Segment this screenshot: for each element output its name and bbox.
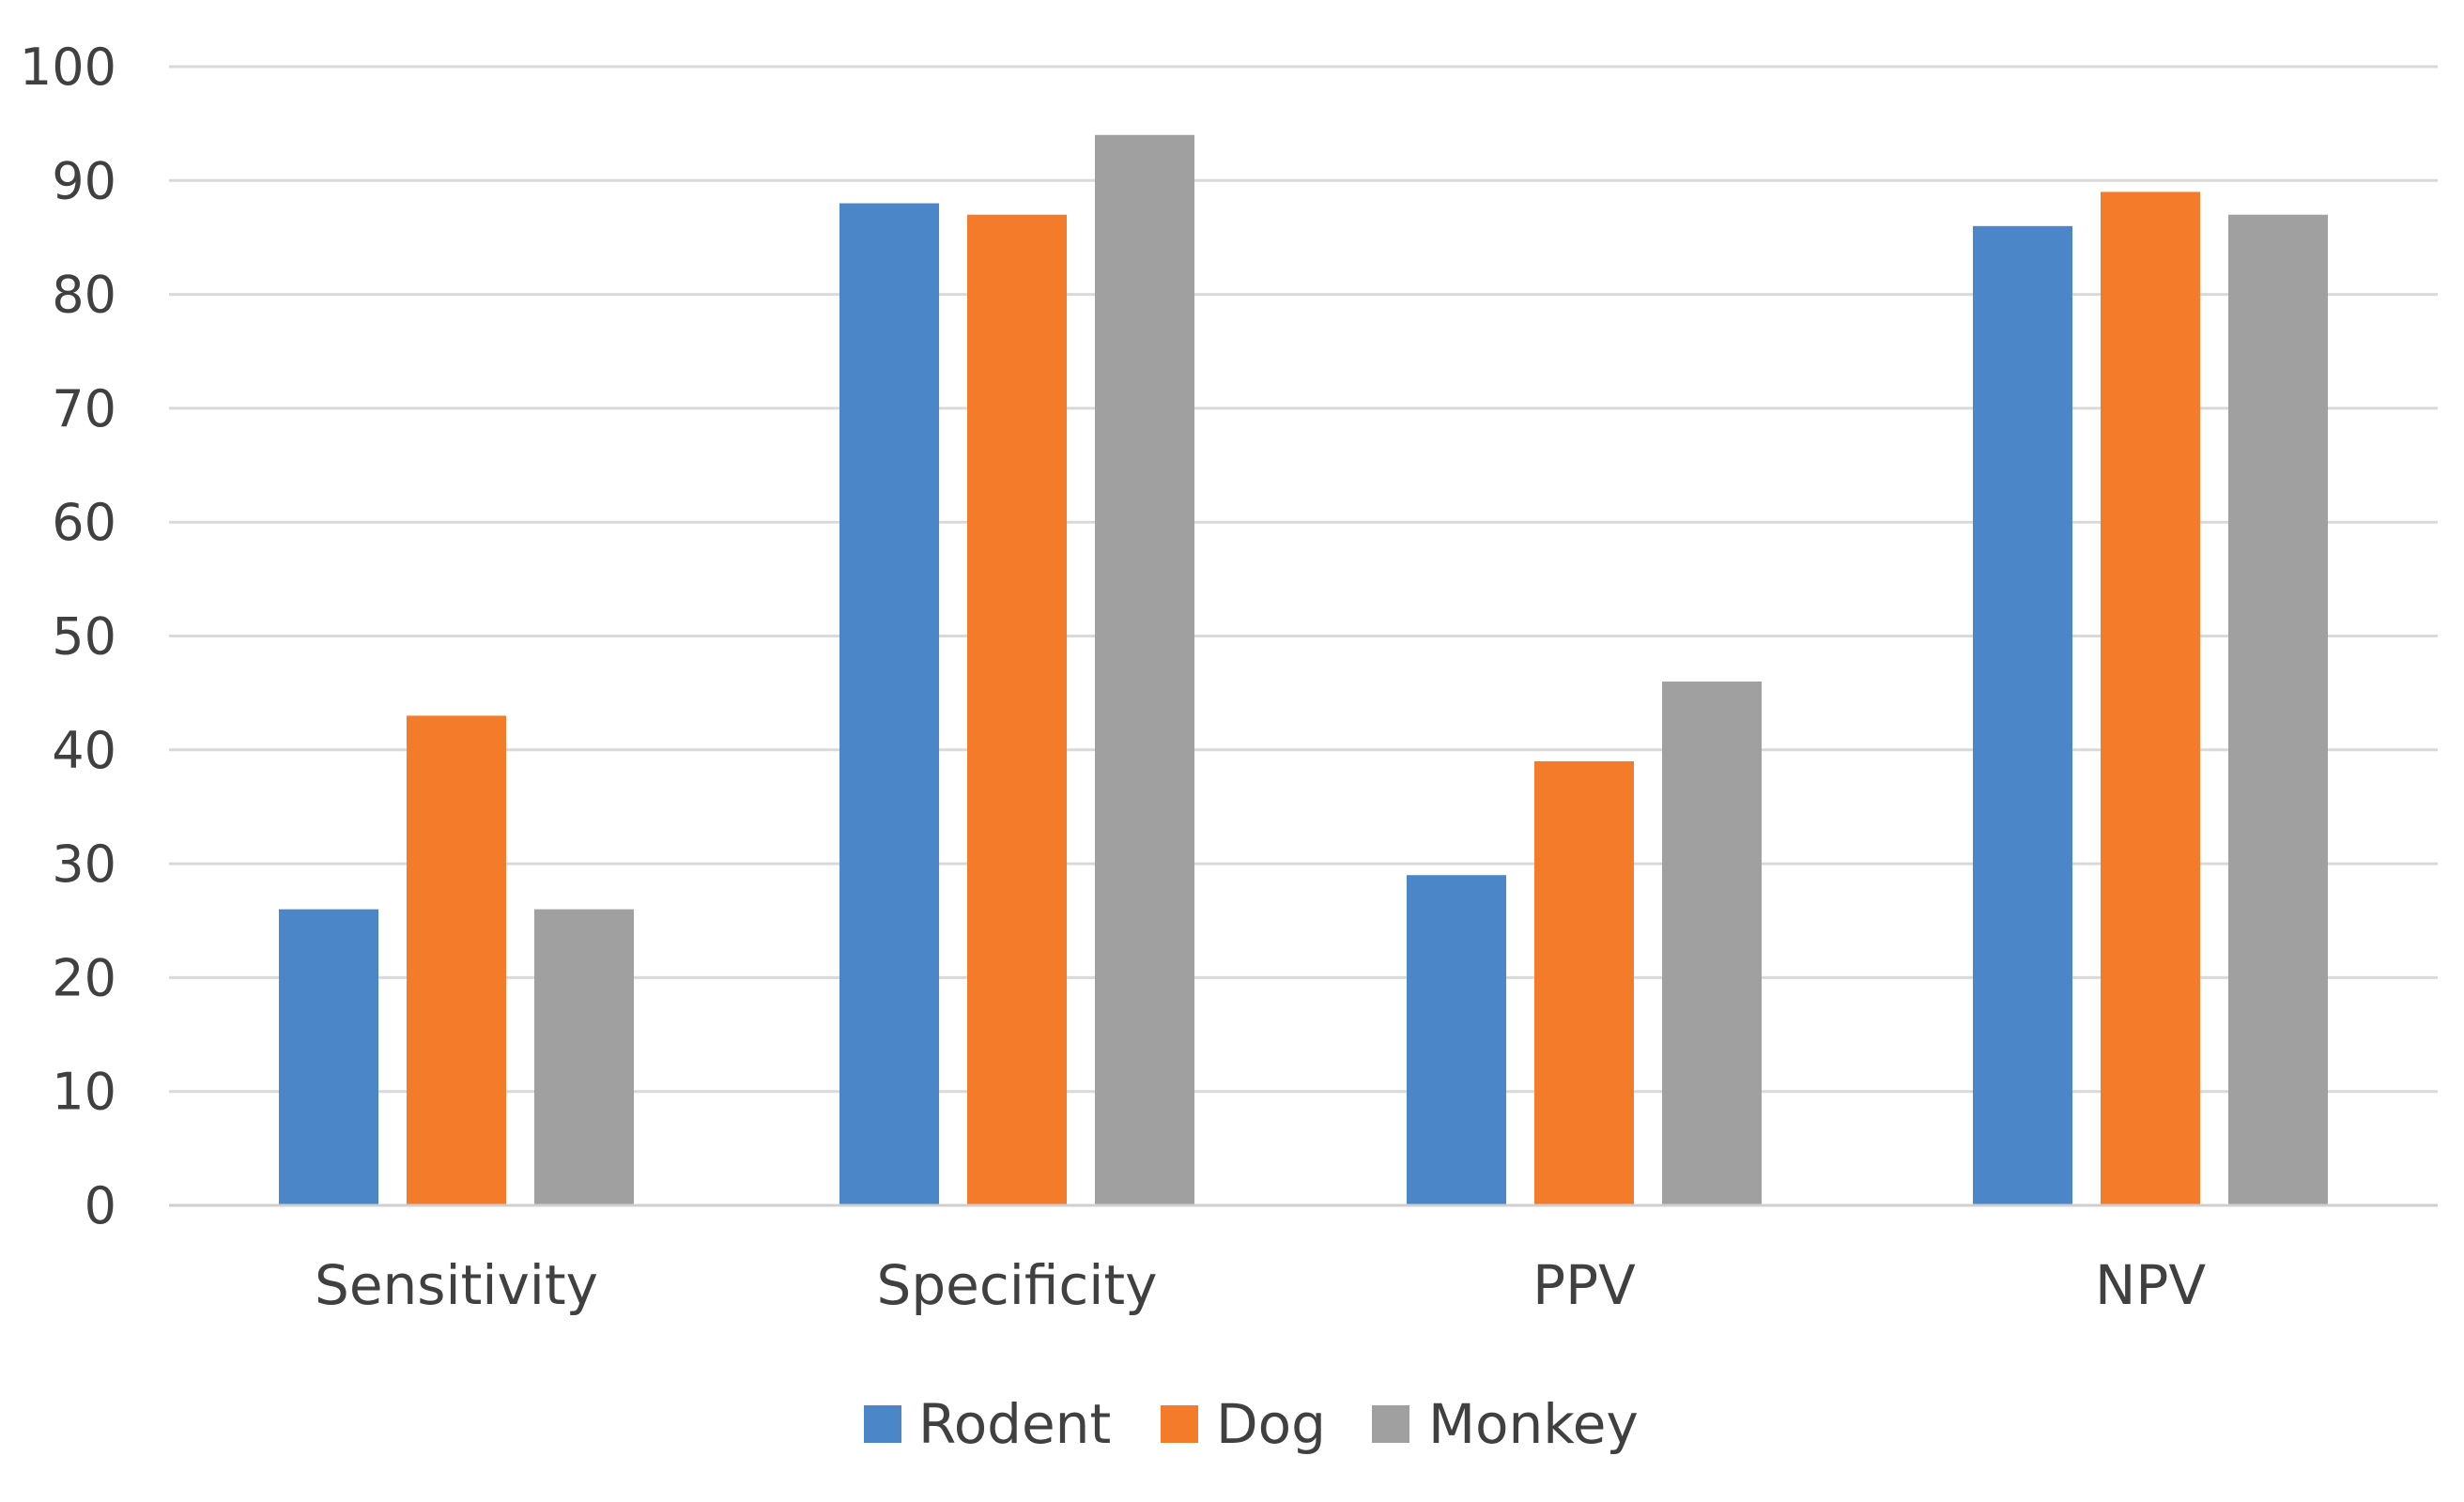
y-tick-label: 30 — [52, 835, 116, 894]
legend-item-rodent: Rodent — [864, 1392, 1111, 1456]
legend-item-monkey: Monkey — [1372, 1392, 1639, 1456]
y-tick-label: 40 — [52, 721, 116, 780]
legend-label: Monkey — [1428, 1392, 1639, 1456]
bar-monkey-sensitivity — [534, 909, 634, 1205]
legend-item-dog: Dog — [1161, 1392, 1326, 1456]
y-tick-label: 20 — [52, 948, 116, 1007]
gridlines — [169, 65, 2438, 1094]
legend: Rodent Dog Monkey — [864, 1392, 1639, 1456]
y-tick-label: 10 — [52, 1063, 116, 1122]
bar-rodent-specificity — [839, 203, 939, 1205]
bar-rodent-npv — [1973, 225, 2072, 1205]
x-category-label: PPV — [1532, 1253, 1636, 1317]
x-category-label: Sensitivity — [315, 1253, 598, 1317]
bar-dog-specificity — [967, 214, 1067, 1206]
legend-label: Rodent — [918, 1392, 1111, 1456]
bar-dog-npv — [2101, 192, 2200, 1206]
x-category-label: Specificity — [877, 1253, 1158, 1317]
bar-dog-sensitivity — [407, 715, 506, 1205]
legend-swatch — [864, 1405, 901, 1443]
bar-rodent-sensitivity — [279, 909, 378, 1205]
bar-rodent-ppv — [1407, 875, 1506, 1205]
y-axis-ticks: 0 10 20 30 40 50 60 70 80 90 100 — [20, 38, 116, 1235]
bar-monkey-npv — [2228, 214, 2328, 1206]
bar-monkey-specificity — [1095, 134, 1194, 1205]
bars — [279, 134, 2328, 1206]
y-tick-label: 50 — [52, 607, 116, 667]
legend-swatch — [1372, 1405, 1409, 1443]
y-tick-label: 0 — [85, 1176, 116, 1235]
bar-monkey-ppv — [1662, 682, 1762, 1205]
legend-label: Dog — [1216, 1392, 1326, 1456]
legend-swatch — [1161, 1405, 1198, 1443]
y-tick-label: 80 — [52, 266, 116, 325]
x-category-label: NPV — [2095, 1253, 2206, 1317]
y-tick-label: 70 — [52, 379, 116, 438]
y-tick-label: 100 — [20, 38, 116, 97]
y-tick-label: 90 — [52, 151, 116, 210]
bar-dog-ppv — [1534, 760, 1634, 1205]
y-tick-label: 60 — [52, 493, 116, 552]
x-axis-categories: Sensitivity Specificity PPV NPV — [315, 1253, 2206, 1317]
